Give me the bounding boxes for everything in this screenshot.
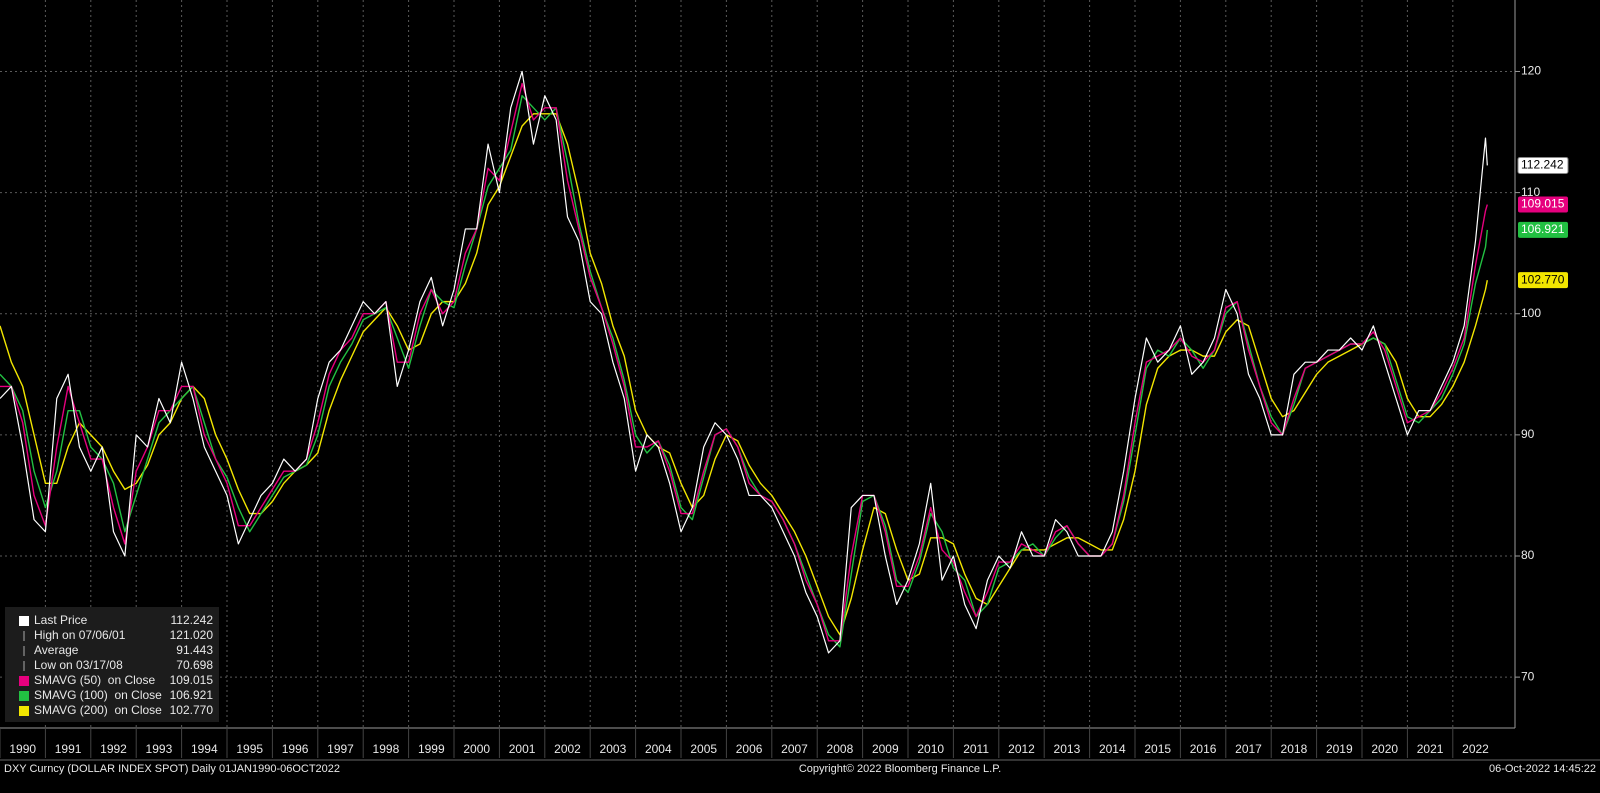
y-tick-label: 90 [1521, 427, 1535, 441]
legend-swatch [19, 706, 29, 716]
series-line [0, 82, 1488, 642]
legend-value: 121.020 [170, 628, 214, 642]
last-value-tag-label: 112.242 [1521, 158, 1564, 172]
legend-value: 109.015 [170, 673, 214, 687]
legend-value: 112.242 [171, 613, 214, 627]
series-line [0, 94, 1489, 648]
x-tick-label: 2009 [872, 742, 899, 756]
x-tick-label: 2021 [1417, 742, 1444, 756]
x-tick-label: 2002 [554, 742, 581, 756]
x-tick-label: 2018 [1281, 742, 1308, 756]
x-tick-label: 2022 [1462, 742, 1489, 756]
x-tick-label: 2013 [1054, 742, 1081, 756]
x-tick-label: 1991 [55, 742, 82, 756]
series-line [0, 113, 1488, 636]
x-tick-label: 2004 [645, 742, 672, 756]
y-tick-label: 70 [1521, 669, 1535, 683]
legend-label: SMAVG (100) on Close [34, 688, 162, 702]
x-tick-label: 2010 [917, 742, 944, 756]
last-value-tag-label: 109.015 [1521, 197, 1565, 211]
last-value-tag: 112.242 [1517, 156, 1569, 174]
x-tick-label: 1993 [146, 742, 173, 756]
legend-label: Last Price [34, 613, 88, 627]
x-tick-label: 2006 [736, 742, 763, 756]
last-value-tag-box [1518, 196, 1568, 213]
footer-left: DXY Curncy (DOLLAR INDEX SPOT) Daily 01J… [4, 763, 340, 775]
x-tick-label: 1994 [191, 742, 218, 756]
legend-label: SMAVG (50) on Close [34, 673, 155, 687]
x-tick-label: 2001 [509, 742, 536, 756]
x-tick-label: 1995 [236, 742, 263, 756]
x-tick-label: 1990 [9, 742, 36, 756]
x-tick-label: 2014 [1099, 742, 1126, 756]
footer-right: 06-Oct-2022 14:45:22 [1489, 763, 1596, 775]
x-tick-label: 2000 [463, 742, 490, 756]
series-line [0, 70, 1488, 654]
last-value-tag: 102.770 [1518, 272, 1568, 289]
x-tick-label: 1999 [418, 742, 445, 756]
x-tick-label: 1996 [282, 742, 309, 756]
last-value-tag-box [1518, 272, 1568, 289]
legend-value: 106.921 [170, 688, 214, 702]
footer-center: Copyright© 2022 Bloomberg Finance L.P. [799, 763, 1001, 775]
legend-value: 102.770 [170, 703, 214, 717]
x-tick-label: 2011 [963, 742, 989, 756]
last-value-tag: 109.015 [1518, 196, 1568, 213]
legend: Last Price 112.242 High on 07/06/01 121.020… [5, 607, 219, 722]
last-value-tag-box [1518, 221, 1568, 238]
legend-label: High on 07/06/01 [34, 628, 126, 642]
last-value-tag-label: 102.770 [1521, 272, 1565, 286]
legend-value: 91.443 [176, 643, 213, 657]
legend-label: Average [34, 643, 79, 657]
last-value-tag-box [1517, 156, 1569, 174]
x-tick-label: 2007 [781, 742, 808, 756]
legend-swatch [19, 676, 29, 686]
x-tick-label: 1992 [100, 742, 127, 756]
x-tick-label: 1997 [327, 742, 354, 756]
x-tick-label: 2012 [1008, 742, 1035, 756]
x-tick-label: 2005 [690, 742, 717, 756]
x-tick-label: 2017 [1235, 742, 1262, 756]
y-tick-label: 110 [1521, 185, 1540, 199]
legend-label: SMAVG (200) on Close [34, 703, 162, 717]
x-tick-label: 1998 [373, 742, 400, 756]
legend-swatch [19, 691, 29, 701]
x-tick-label: 2020 [1371, 742, 1398, 756]
legend-label: Low on 03/17/08 [34, 658, 123, 672]
y-tick-label: 80 [1521, 548, 1535, 562]
x-tick-label: 2015 [1144, 742, 1171, 756]
last-value-tag-label: 106.921 [1521, 222, 1565, 236]
last-value-tag: 106.921 [1518, 221, 1568, 238]
x-tick-label: 2003 [600, 742, 627, 756]
y-tick-label: 120 [1521, 64, 1541, 78]
legend-value: 70.698 [176, 658, 213, 672]
x-tick-label: 2016 [1190, 742, 1217, 756]
y-tick-label: 100 [1521, 306, 1541, 320]
x-tick-label: 2019 [1326, 742, 1353, 756]
legend-box [5, 607, 219, 722]
x-tick-label: 2008 [827, 742, 854, 756]
legend-swatch [19, 616, 29, 626]
